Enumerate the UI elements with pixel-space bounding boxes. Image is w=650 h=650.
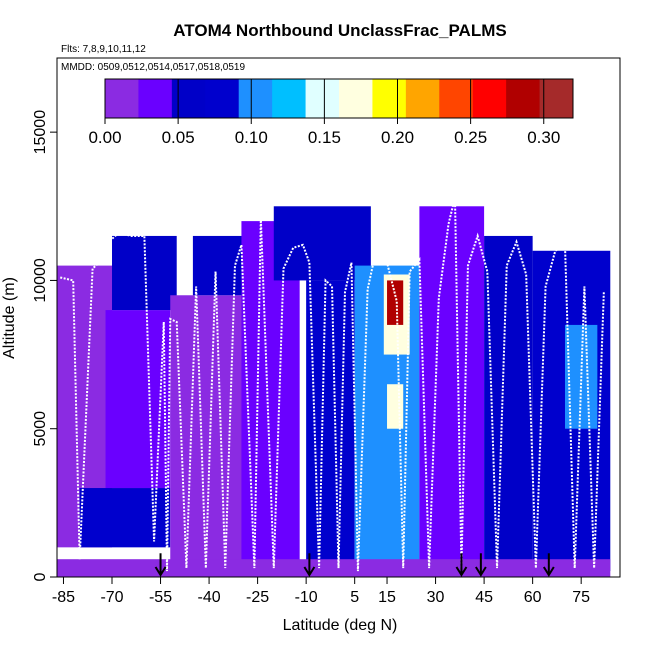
colorbar-swatch	[272, 79, 307, 118]
colorbar-tick-label: 0.05	[162, 128, 195, 147]
colorbar-swatch	[539, 79, 574, 118]
colorbar-tick-label: 0.15	[308, 128, 341, 147]
x-tick-label: 5	[350, 589, 359, 606]
colorbar-tick-label: 0.20	[381, 128, 414, 147]
colorbar-swatch	[472, 79, 507, 118]
colorbar-swatch	[339, 79, 373, 118]
colorbar-swatch	[439, 79, 474, 118]
colorbar-tick-label: 0.00	[88, 128, 121, 147]
marker-arrow-head	[542, 566, 555, 577]
x-tick-label: -85	[52, 589, 75, 606]
heatmap-cell	[57, 559, 611, 577]
colorbar-swatch	[405, 79, 440, 118]
marker-arrow-head	[303, 566, 316, 577]
heatmap-cell	[419, 206, 485, 572]
colorbar-swatch	[171, 79, 206, 118]
colorbar-swatch	[205, 79, 240, 118]
x-tick-label: 75	[572, 589, 590, 606]
y-tick-label: 5000	[32, 411, 49, 447]
heatmap-cell	[387, 280, 404, 325]
x-tick-label: 15	[378, 589, 396, 606]
heatmap-cell	[79, 488, 171, 548]
marker-arrow-head	[455, 566, 468, 577]
colorbar-swatch	[372, 79, 407, 118]
y-tick-label: 15000	[32, 110, 49, 155]
y-axis-title: Altitude (m)	[1, 277, 18, 359]
chart-title: ATOM4 Northbound UnclassFrac_PALMS	[173, 21, 506, 40]
colorbar-swatch	[238, 79, 273, 118]
colorbar-tick-label: 0.25	[454, 128, 487, 147]
colorbar-tick-label: 0.10	[235, 128, 268, 147]
x-tick-label: -25	[246, 589, 269, 606]
x-tick-label: 45	[475, 589, 493, 606]
colorbar: 0.00 0.05 0.10 0.15 0.20 0.25 0.30	[61, 73, 617, 161]
x-axis-title: Latitude (deg N)	[283, 617, 398, 634]
x-tick-label: 60	[524, 589, 542, 606]
mmdd-note: MMDD: 0509,0512,0514,0517,0518,0519	[61, 62, 245, 73]
marker-arrow-head	[154, 566, 167, 577]
x-tick-label: -10	[295, 589, 318, 606]
plot-area	[57, 197, 611, 577]
flights-note: Flts: 7,8,9,10,11,12	[61, 44, 146, 55]
x-tick-label: 30	[427, 589, 445, 606]
colorbar-swatch	[138, 79, 173, 118]
y-tick-label: 0	[32, 572, 49, 581]
colorbar-tick-label: 0.30	[527, 128, 560, 147]
x-tick-label: -70	[100, 589, 123, 606]
flight-track	[60, 197, 605, 572]
colorbar-swatch	[506, 79, 541, 118]
heatmap-cell	[105, 310, 171, 489]
colorbar-swatch	[105, 79, 139, 118]
axes: -85 -70 -55 -40 -25 -10 5 15 30 45 60 75 0 5000 10000 1…	[32, 110, 590, 606]
colorbar-swatch	[305, 79, 340, 118]
x-tick-label: -40	[198, 589, 221, 606]
marker-arrow-head	[475, 566, 487, 577]
plot-frame	[56, 57, 621, 578]
heatmap-cell	[387, 384, 404, 429]
x-tick-label: -55	[149, 589, 172, 606]
heatmap-cell	[306, 280, 355, 572]
y-tick-label: 10000	[32, 258, 49, 303]
plot-layer	[57, 197, 611, 577]
